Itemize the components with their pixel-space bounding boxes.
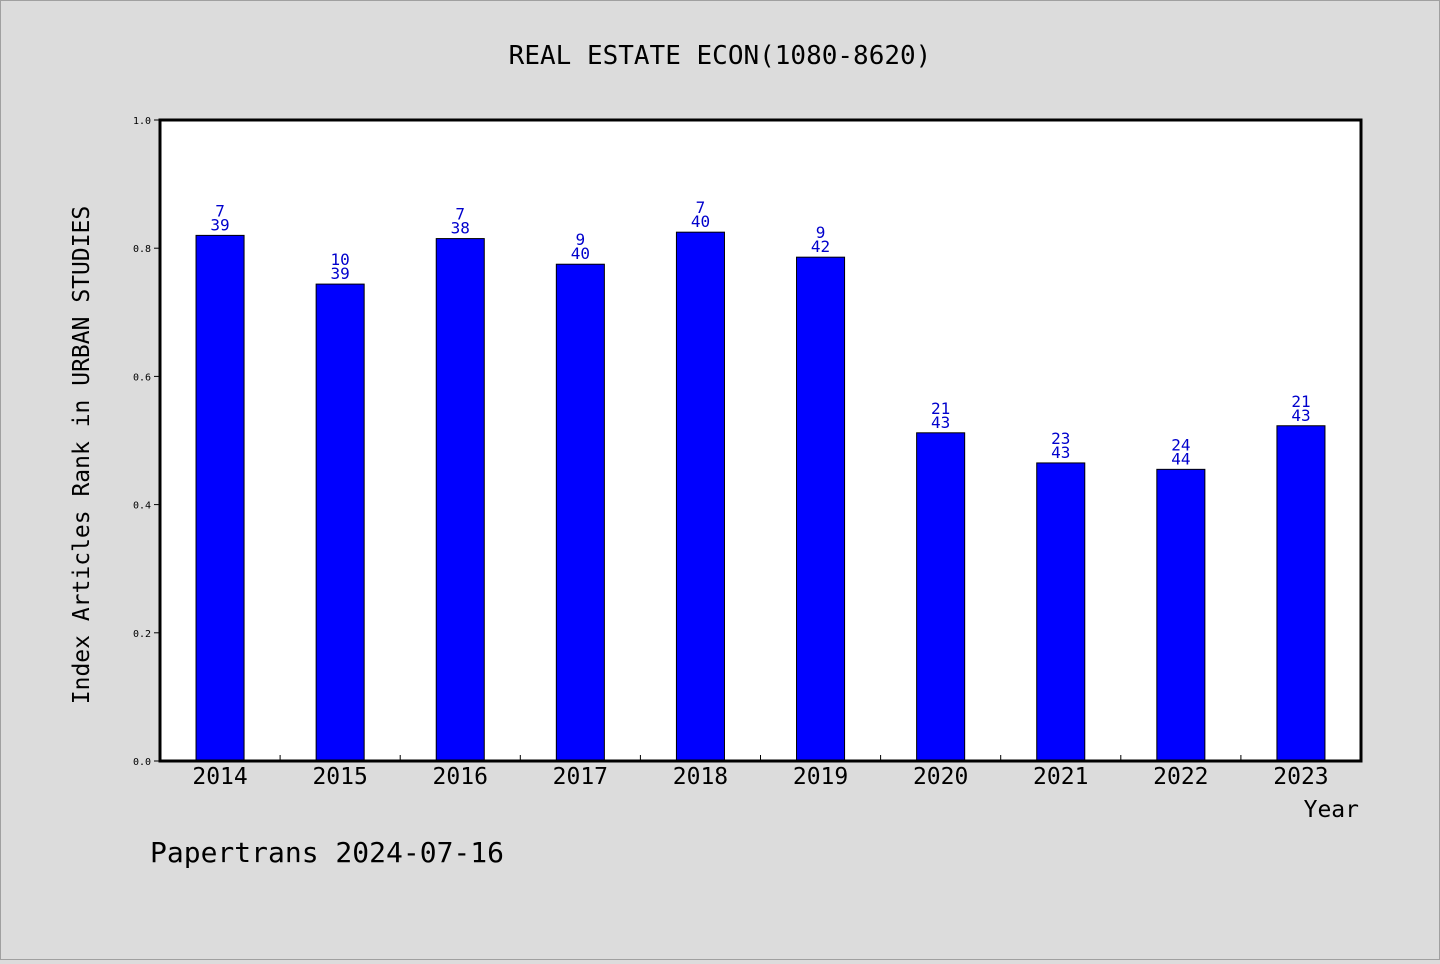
bar-2021 <box>1036 462 1086 762</box>
bar-total-label: 40 <box>691 212 710 231</box>
bar-rank-label: 24 <box>1171 435 1190 454</box>
bar-total-label: 42 <box>811 237 830 256</box>
x-axis: 2014 2015 2016 2017 2018 2019 2020 2021 2022 2023 <box>192 755 1329 790</box>
x-tick-label: 2020 <box>913 764 968 790</box>
bar-rank-label: 7 <box>455 205 465 224</box>
bar-2019 <box>796 256 846 762</box>
bar-total-label: 44 <box>1171 449 1190 468</box>
bar-rank-label: 9 <box>816 223 826 242</box>
x-tick-label: 2018 <box>673 764 728 790</box>
x-axis-label: Year <box>1304 797 1359 823</box>
bar-2014 <box>195 234 245 762</box>
y-tick-label: 1.0 <box>133 116 151 127</box>
bar-2016 <box>435 238 485 762</box>
bar-rank-label: 21 <box>1291 392 1310 411</box>
y-axis-label: Index Articles Rank in URBAN STUDIES <box>69 206 95 705</box>
y-tick-label: 0.4 <box>133 501 151 512</box>
chart-title: REAL ESTATE ECON(1080-8620) <box>509 41 932 71</box>
x-tick-label: 2023 <box>1273 764 1328 790</box>
bar-2018 <box>675 231 725 762</box>
bar-rank-label: 7 <box>215 201 225 220</box>
bar-2020 <box>916 432 966 762</box>
x-tick-label: 2016 <box>433 764 488 790</box>
x-tick-label: 2021 <box>1033 764 1088 790</box>
bar-total-label: 40 <box>571 244 590 263</box>
plot-frame <box>158 118 1363 763</box>
bar-total-label: 43 <box>931 413 950 432</box>
bar-total-label: 43 <box>1051 443 1070 462</box>
x-tick-label: 2017 <box>553 764 608 790</box>
bar-total-label: 39 <box>331 264 350 283</box>
bar-total-label: 39 <box>210 215 229 234</box>
bar-total-label: 38 <box>451 219 470 238</box>
y-tick-label: 0.0 <box>133 757 151 768</box>
x-tick-label: 2015 <box>312 764 367 790</box>
bar-rank-label: 10 <box>331 250 350 269</box>
x-tick-label: 2019 <box>793 764 848 790</box>
y-tick-label: 0.8 <box>133 244 151 255</box>
bar-rank-label: 21 <box>931 399 950 418</box>
x-tick-label: 2022 <box>1153 764 1208 790</box>
bar-2015 <box>315 283 365 762</box>
source-note: Papertrans 2024-07-16 <box>150 836 504 869</box>
x-tick-label: 2014 <box>192 764 247 790</box>
bar-rank-label: 7 <box>696 198 706 217</box>
bar-rank-label: 23 <box>1051 429 1070 448</box>
y-tick-label: 0.6 <box>133 372 151 383</box>
bar-2017 <box>555 263 605 762</box>
bar-rank-label: 9 <box>576 230 586 249</box>
bar-2023 <box>1276 425 1326 762</box>
y-tick-label: 0.2 <box>133 629 151 640</box>
bar-total-label: 43 <box>1291 406 1310 425</box>
bar-2022 <box>1156 468 1206 762</box>
